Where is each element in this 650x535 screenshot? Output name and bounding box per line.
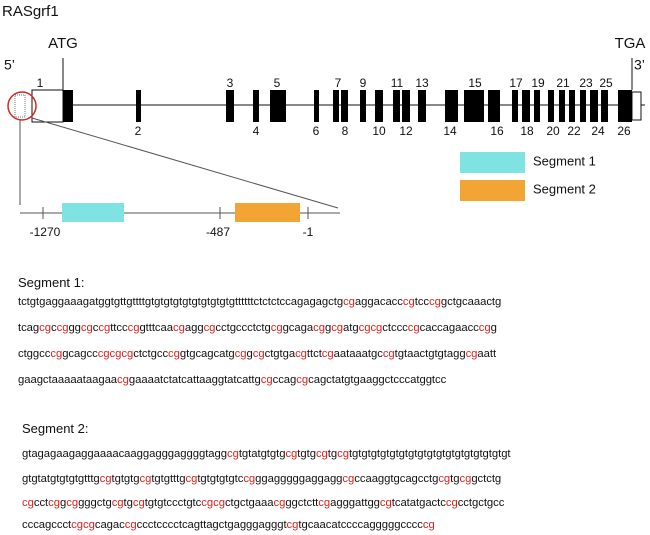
exon-label: 23	[579, 76, 593, 90]
exon-label: 2	[135, 124, 142, 138]
sequence-line: cccagccctcgcgcagaccgccctcccctcagttagctga…	[22, 519, 435, 531]
exon	[445, 90, 458, 122]
exon	[534, 90, 540, 122]
sequence-line: gtgtatgtgtgtgtttgcgtgtgtgcgtgtgtttgcgtgt…	[22, 473, 502, 485]
exon-label: 25	[599, 76, 613, 90]
sequence-line: ctggcccggcagcccgcgcgctctgcccggtgcagcatgc…	[18, 348, 497, 360]
stop-codon: TGA	[615, 35, 646, 52]
three-prime: 3’	[634, 57, 645, 73]
exon-label: 16	[490, 124, 504, 138]
exon	[253, 90, 259, 122]
exon-label: 14	[443, 124, 457, 138]
exon-label: 8	[342, 124, 349, 138]
start-codon: ATG	[48, 35, 78, 52]
exon	[341, 90, 348, 122]
exon	[601, 90, 608, 122]
exon	[418, 90, 426, 122]
exon-label: 18	[520, 124, 534, 138]
exon	[569, 90, 575, 122]
exon-label: 21	[556, 76, 570, 90]
exon	[136, 90, 141, 122]
exon-label: 5	[274, 76, 281, 90]
segment-title: Segment 2:	[22, 421, 89, 436]
exon	[360, 90, 366, 122]
exon	[580, 90, 586, 122]
exon	[270, 90, 286, 122]
exon	[333, 90, 339, 122]
exon-label: 10	[372, 124, 386, 138]
exon	[464, 90, 484, 122]
sequence-line: gaagctaaaaataagaacggaaaatctatcattaaggtat…	[18, 374, 447, 386]
legend-label: Segment 2	[533, 181, 596, 196]
exon-label: 24	[591, 124, 605, 138]
sequence-line: tcagcgccgggcgccgttcccggtttcaacgaggcgcctg…	[18, 322, 497, 334]
exon	[512, 90, 518, 122]
exon	[314, 90, 319, 122]
exon	[548, 90, 554, 122]
sequence-line: cgcctcggcggggctgcgtgcgtgtgtccctgtccgcgct…	[22, 497, 505, 509]
exon	[488, 90, 500, 122]
exon-label: 3	[227, 76, 234, 90]
exon	[618, 90, 632, 122]
position-label: -1270	[30, 225, 61, 239]
exon-label: 11	[391, 76, 404, 90]
exon-label: 26	[617, 124, 631, 138]
exon-label: 1	[37, 76, 44, 90]
exon-label: 13	[415, 76, 429, 90]
exon-label: 15	[468, 76, 482, 90]
position-label: -1	[303, 225, 314, 239]
position-label: -487	[206, 225, 230, 239]
exon	[559, 90, 565, 122]
exon-label: 7	[335, 76, 342, 90]
exon-label: 17	[509, 76, 523, 90]
exon	[393, 90, 400, 122]
exon	[590, 90, 598, 122]
segment-title: Segment 1:	[18, 275, 85, 290]
exon-label: 4	[253, 124, 260, 138]
sequence-line: gtagagaagaggaaaacaaggagggaggggtaggcgtgta…	[22, 448, 511, 460]
gene-name: RASgrf1	[2, 3, 59, 20]
exon	[402, 90, 410, 122]
exon-label: 22	[567, 124, 581, 138]
exon-label: 6	[313, 124, 320, 138]
five-prime: 5’	[4, 57, 15, 73]
exon-label: 19	[531, 76, 545, 90]
exon	[375, 90, 383, 122]
exon-label: 12	[399, 124, 413, 138]
exon	[63, 90, 73, 122]
exon	[226, 90, 234, 122]
exon-label: 20	[546, 124, 560, 138]
exon-label: 9	[360, 76, 367, 90]
exon	[522, 90, 530, 122]
sequence-line: tctgtgaggaaagatggtgttgttttgtgtgtgtgtgtgt…	[18, 296, 502, 308]
legend-label: Segment 1	[533, 153, 596, 168]
